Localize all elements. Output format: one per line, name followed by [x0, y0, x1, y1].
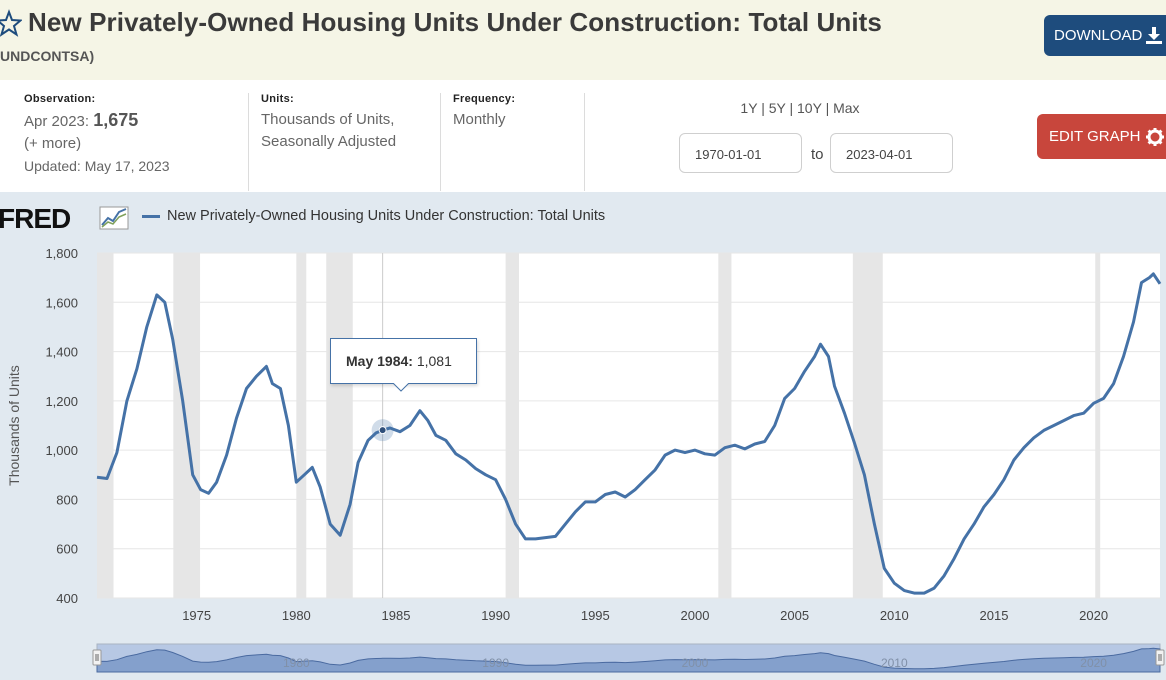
units-block: Units: Thousands of Units, Seasonally Ad… — [261, 93, 396, 153]
chart-svg[interactable]: 400 600 800 1,000 1,200 1,400 1,600 1,800 1975 19… — [0, 192, 1166, 680]
y-axis-label: Thousands of Units — [6, 365, 22, 486]
frequency-block: Frequency: Monthly — [453, 93, 515, 131]
range-selector: 1Y | 5Y | 10Y | Max — [700, 100, 900, 116]
tooltip-pointer — [393, 383, 409, 392]
navigator-label: 1990 — [482, 656, 509, 670]
x-tick-label: 2015 — [980, 608, 1009, 623]
end-date-input[interactable]: 2023-04-01 — [830, 133, 953, 173]
x-tick-label: 2020 — [1079, 608, 1108, 623]
x-tick-label: 2005 — [780, 608, 809, 623]
range-separator: | — [761, 100, 765, 116]
range-10y[interactable]: 10Y — [797, 100, 822, 116]
units-line-2: Seasonally Adjusted — [261, 133, 397, 150]
observation-value: 1,675 — [93, 110, 139, 130]
y-tick-label: 1,800 — [45, 246, 78, 261]
divider — [248, 93, 249, 191]
frequency-value: Monthly — [453, 111, 506, 128]
range-max[interactable]: Max — [833, 100, 860, 116]
y-tick-label: 600 — [56, 542, 78, 557]
legend-label: New Privately-Owned Housing Units Under … — [167, 208, 606, 224]
y-tick-label: 800 — [56, 492, 78, 507]
plot-background — [97, 253, 1160, 598]
observation-block: Observation: Apr 2023: 1,675 (+ more) Up… — [24, 93, 170, 177]
legend-swatch — [142, 214, 160, 218]
chart-legend: New Privately-Owned Housing Units Under … — [142, 208, 605, 224]
y-tick-label: 1,200 — [45, 394, 78, 409]
x-tick-label: 2000 — [681, 608, 710, 623]
x-tick-label: 1975 — [182, 608, 211, 623]
more-link[interactable]: (+ more) — [24, 135, 82, 152]
series-line — [96, 272, 1162, 595]
x-tick-label: 1990 — [481, 608, 510, 623]
divider — [440, 93, 441, 191]
y-tick-label: 400 — [56, 591, 78, 606]
y-tick-label: 1,600 — [45, 295, 78, 310]
tooltip-value: 1,081 — [416, 353, 452, 369]
recession-band — [1095, 253, 1101, 598]
navigator-label: 2000 — [682, 656, 709, 670]
navigator-handle — [1155, 649, 1165, 666]
x-tick-label: 2010 — [880, 608, 909, 623]
observation-label: Observation: — [24, 93, 96, 105]
navigator-label: 2020 — [1080, 656, 1107, 670]
tooltip-date: May 1984: — [346, 353, 413, 369]
gear-icon — [1146, 127, 1165, 146]
navigator-series — [96, 647, 1161, 673]
navigator-label: 1980 — [283, 656, 310, 670]
fred-logo: FRED — [0, 203, 132, 238]
edit-graph-label: EDIT GRAPH — [1049, 128, 1141, 145]
x-tick-label: 1985 — [382, 608, 411, 623]
y-tick-label: 1,000 — [45, 443, 78, 458]
start-date-input[interactable]: 1970-01-01 — [679, 133, 802, 173]
y-tick-label: 1,400 — [45, 345, 78, 360]
x-tick-label: 1980 — [282, 608, 311, 623]
download-icon — [1146, 26, 1163, 44]
series-id: UNDCONTSA) — [0, 48, 95, 64]
frequency-label: Frequency: — [453, 93, 516, 105]
recession-band — [326, 253, 353, 598]
page-title: New Privately-Owned Housing Units Under … — [28, 7, 882, 37]
observation-value-line: Apr 2023: 1,675 — [24, 109, 170, 133]
range-separator: | — [789, 100, 794, 116]
recession-band — [718, 253, 732, 598]
range-separator: | — [825, 100, 830, 116]
recession-band — [97, 253, 114, 598]
title-bar: New Privately-Owned Housing Units Under … — [0, 0, 1166, 80]
units-label: Units: — [261, 93, 294, 105]
fred-logo-text: FRED — [0, 203, 71, 233]
x-tick-label: 1995 — [581, 608, 610, 623]
recession-band — [296, 253, 307, 598]
edit-graph-button[interactable]: EDIT GRAPH — [1037, 114, 1166, 159]
highlight-point — [378, 426, 387, 435]
date-to-label: to — [811, 146, 824, 163]
navigator-handle — [92, 649, 102, 666]
navigator-label: 2010 — [881, 656, 908, 670]
recession-band — [505, 253, 519, 598]
tooltip: May 1984: 1,081 — [330, 338, 477, 384]
observation-period: Apr 2023: — [24, 113, 90, 130]
download-label: DOWNLOAD — [1054, 27, 1143, 44]
units-line-1: Thousands of Units, — [261, 111, 395, 128]
range-1y[interactable]: 1Y — [740, 100, 758, 116]
range-5y[interactable]: 5Y — [768, 100, 786, 116]
download-button[interactable]: DOWNLOAD — [1044, 15, 1166, 56]
star-icon[interactable] — [0, 8, 22, 38]
divider — [584, 93, 585, 191]
updated-date: Updated: May 17, 2023 — [24, 158, 170, 174]
